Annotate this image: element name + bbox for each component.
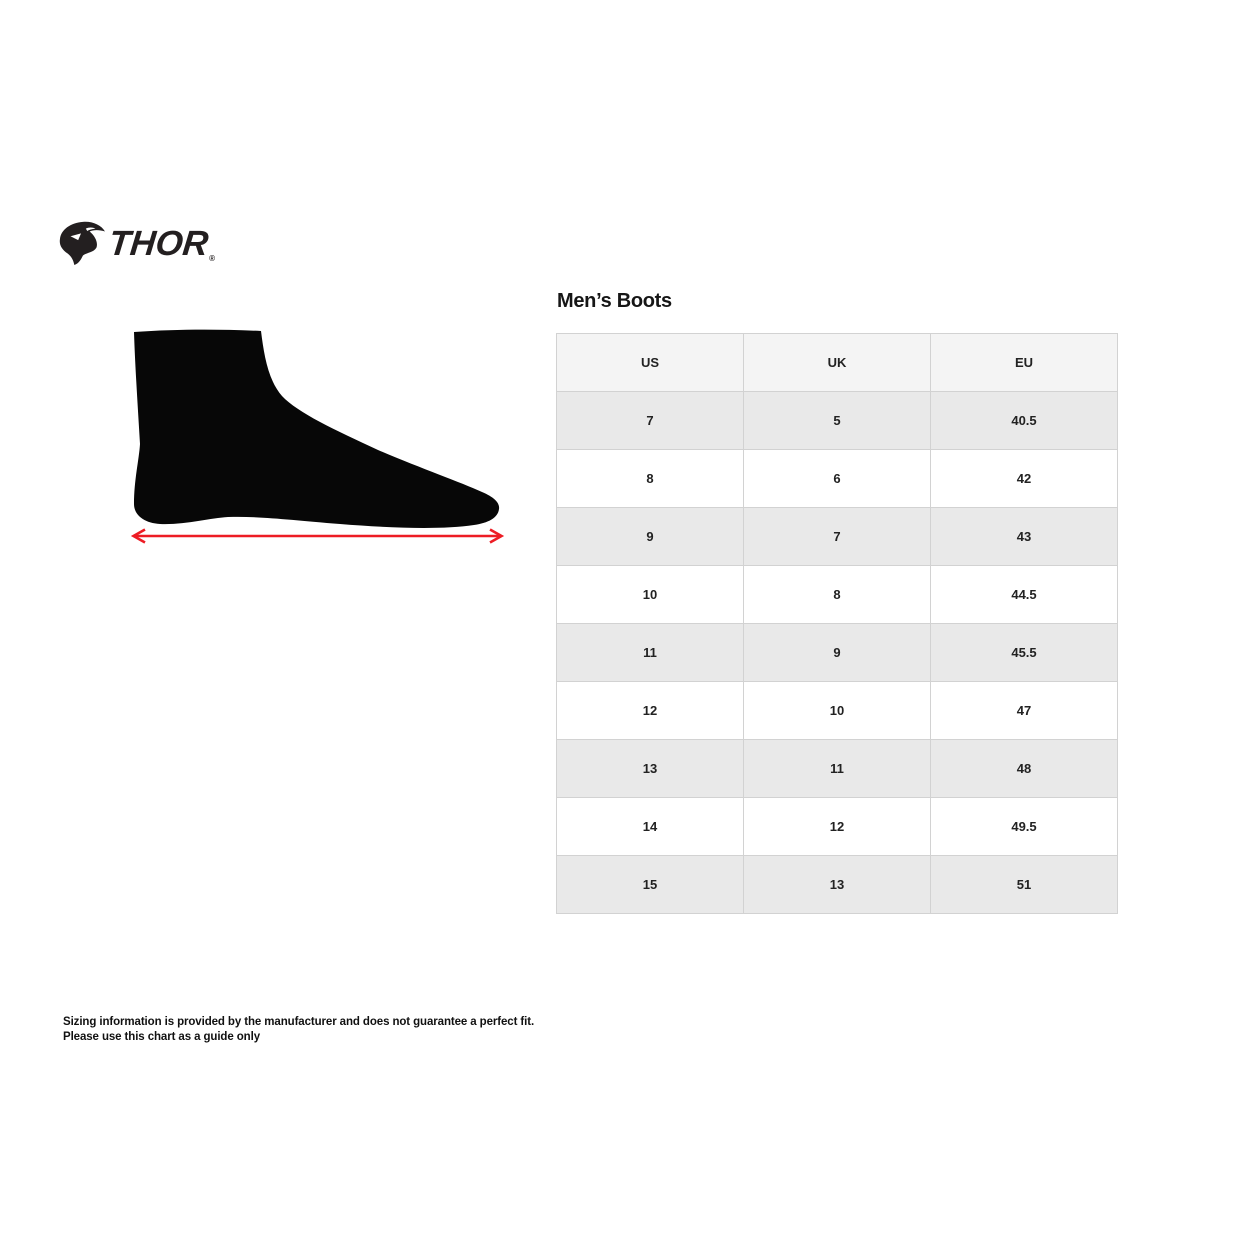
goat-head-icon (59, 221, 105, 266)
size-cell: 7 (743, 507, 931, 566)
size-cell: 9 (743, 623, 931, 682)
size-cell: 10 (743, 681, 931, 740)
size-cell: 13 (743, 855, 931, 914)
size-row: 15 13 51 (556, 855, 1118, 914)
size-cell: 12 (556, 681, 744, 740)
size-row: 14 12 49.5 (556, 797, 1118, 856)
column-header-us: US (556, 333, 744, 392)
thor-logo: THOR ® (57, 220, 215, 266)
size-cell: 14 (556, 797, 744, 856)
size-cell: 48 (930, 739, 1118, 798)
size-row: 8 6 42 (556, 449, 1118, 508)
size-cell: 8 (743, 565, 931, 624)
size-row: 9 7 43 (556, 507, 1118, 566)
size-cell: 12 (743, 797, 931, 856)
size-table: US UK EU 7 5 40.5 8 6 42 9 7 43 10 8 44.5 11 9 45.5 12 10 4… (556, 333, 1118, 914)
foot-silhouette (134, 329, 500, 528)
registered-trademark-symbol: ® (209, 254, 216, 263)
foot-measure-diagram (130, 320, 505, 544)
size-chart-title: Men’s Boots (557, 290, 672, 312)
size-cell: 13 (556, 739, 744, 798)
size-row: 11 9 45.5 (556, 623, 1118, 682)
size-cell: 5 (743, 391, 931, 450)
size-table-head: US UK EU (556, 333, 1118, 392)
size-table-head-row: US UK EU (556, 333, 1118, 392)
size-table-body: 7 5 40.5 8 6 42 9 7 43 10 8 44.5 11 9 45.5 12 10 47 13 11 48… (556, 391, 1118, 914)
column-header-uk: UK (743, 333, 931, 392)
size-cell: 51 (930, 855, 1118, 914)
size-cell: 11 (743, 739, 931, 798)
brand-wordmark: THOR (106, 223, 211, 263)
length-arrow (130, 528, 505, 544)
size-cell: 7 (556, 391, 744, 450)
size-cell: 9 (556, 507, 744, 566)
size-cell: 40.5 (930, 391, 1118, 450)
size-cell: 11 (556, 623, 744, 682)
sizing-disclaimer: Sizing information is provided by the ma… (63, 1015, 534, 1045)
size-cell: 43 (930, 507, 1118, 566)
size-cell: 8 (556, 449, 744, 508)
size-cell: 6 (743, 449, 931, 508)
foot-silhouette-graphic (130, 329, 505, 544)
size-row: 12 10 47 (556, 681, 1118, 740)
size-cell: 47 (930, 681, 1118, 740)
size-cell: 15 (556, 855, 744, 914)
column-header-eu: EU (930, 333, 1118, 392)
size-cell: 45.5 (930, 623, 1118, 682)
size-cell: 42 (930, 449, 1118, 508)
size-cell: 10 (556, 565, 744, 624)
disclaimer-line-1: Sizing information is provided by the ma… (63, 1016, 535, 1028)
size-row: 13 11 48 (556, 739, 1118, 798)
disclaimer-line-2: Please use this chart as a guide only (63, 1030, 260, 1043)
size-row: 10 8 44.5 (556, 565, 1118, 624)
size-cell: 49.5 (930, 797, 1118, 856)
size-row: 7 5 40.5 (556, 391, 1118, 450)
size-cell: 44.5 (930, 565, 1118, 624)
